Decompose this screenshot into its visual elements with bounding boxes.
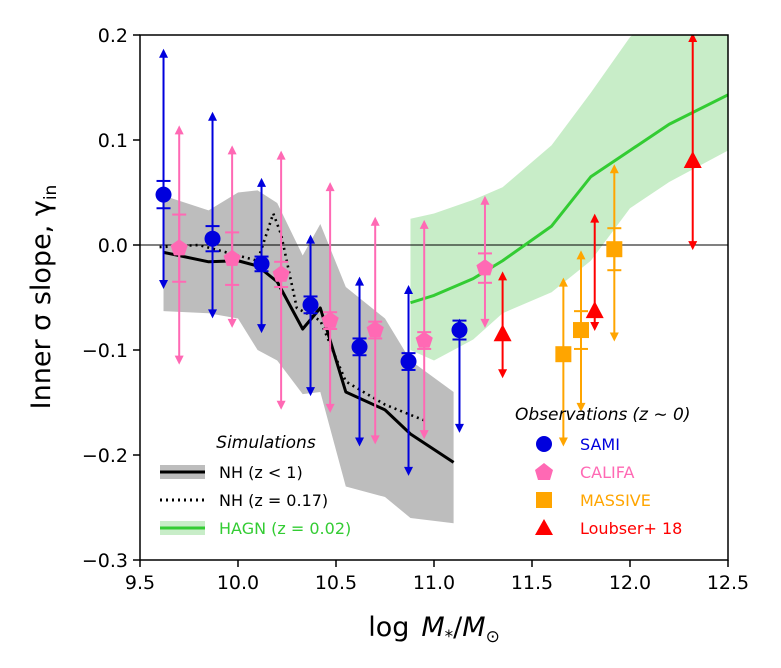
point-massive	[606, 164, 623, 342]
observations-legend: Observations (z ∼ 0) SAMI CALIFA MASSIVE …	[515, 405, 690, 538]
legend-label-nh: NH (z < 1)	[219, 463, 303, 482]
band-hagn-z-0-02	[410, 35, 728, 361]
y-tick-label: 0.2	[98, 25, 128, 47]
x-tick-label: 11.0	[413, 572, 455, 594]
legend-label-califa: CALIFA	[580, 463, 634, 482]
y-axis-title: Inner σ slope, γin	[26, 185, 61, 410]
point-sami	[302, 234, 319, 397]
x-tick-label: 12.0	[609, 572, 651, 594]
point-califa	[415, 219, 433, 440]
y-tick-label: −0.2	[82, 445, 128, 467]
x-tick-label: 10.0	[217, 572, 259, 594]
point-sami	[155, 48, 172, 289]
legend-marker-califa	[535, 463, 553, 480]
legend-label-massive: MASSIVE	[580, 491, 651, 510]
band-nh-z-1	[163, 190, 454, 524]
simulations-legend: Simulations NH (z < 1) NH (z = 0.17) HAG…	[160, 433, 351, 538]
legend-label-nh-z017: NH (z = 0.17)	[219, 491, 328, 510]
x-tick-label: 11.5	[511, 572, 553, 594]
x-axis-title: log M*/M⊙	[368, 612, 500, 647]
point-sami	[451, 318, 468, 433]
simulations-legend-title: Simulations	[216, 433, 316, 453]
x-tick-label: 10.5	[315, 572, 357, 594]
point-sami	[204, 111, 221, 319]
axis-ticks: 9.5 10.0 10.5 11.0 11.5 12.0 12.5 0.2 0.1 0.0 −0.1…	[82, 25, 749, 594]
observations-legend-title: Observations (z ∼ 0)	[515, 405, 690, 425]
point-sami	[253, 177, 270, 334]
legend-marker-loubser	[535, 519, 553, 535]
legend-marker-massive	[536, 492, 552, 508]
point-massive	[555, 277, 572, 447]
x-tick-label: 9.5	[125, 572, 155, 594]
line-hagn-z-0-02	[410, 93, 728, 305]
point-loubser-18	[683, 35, 702, 251]
legend-label-hagn: HAGN (z = 0.02)	[219, 519, 351, 538]
point-loubser-18	[585, 213, 604, 331]
y-tick-label: 0.1	[98, 130, 128, 152]
point-califa	[321, 182, 339, 413]
y-tick-label: 0.0	[98, 235, 128, 257]
legend-label-sami: SAMI	[580, 435, 620, 454]
legend-label-loubser: Loubser+ 18	[580, 519, 682, 538]
y-tick-label: −0.3	[82, 550, 128, 572]
observation-points	[155, 35, 702, 476]
point-loubser-18	[493, 271, 512, 379]
point-massive	[573, 250, 589, 412]
point-califa	[223, 145, 241, 328]
point-califa	[366, 216, 384, 445]
y-tick-label: −0.1	[82, 340, 128, 362]
point-califa	[272, 150, 290, 410]
point-califa	[170, 125, 188, 365]
point-califa	[476, 195, 494, 328]
legend-marker-sami	[536, 436, 552, 452]
sim-bands	[163, 35, 728, 524]
point-sami	[400, 285, 417, 476]
point-sami	[351, 276, 368, 447]
x-tick-label: 12.5	[707, 572, 749, 594]
